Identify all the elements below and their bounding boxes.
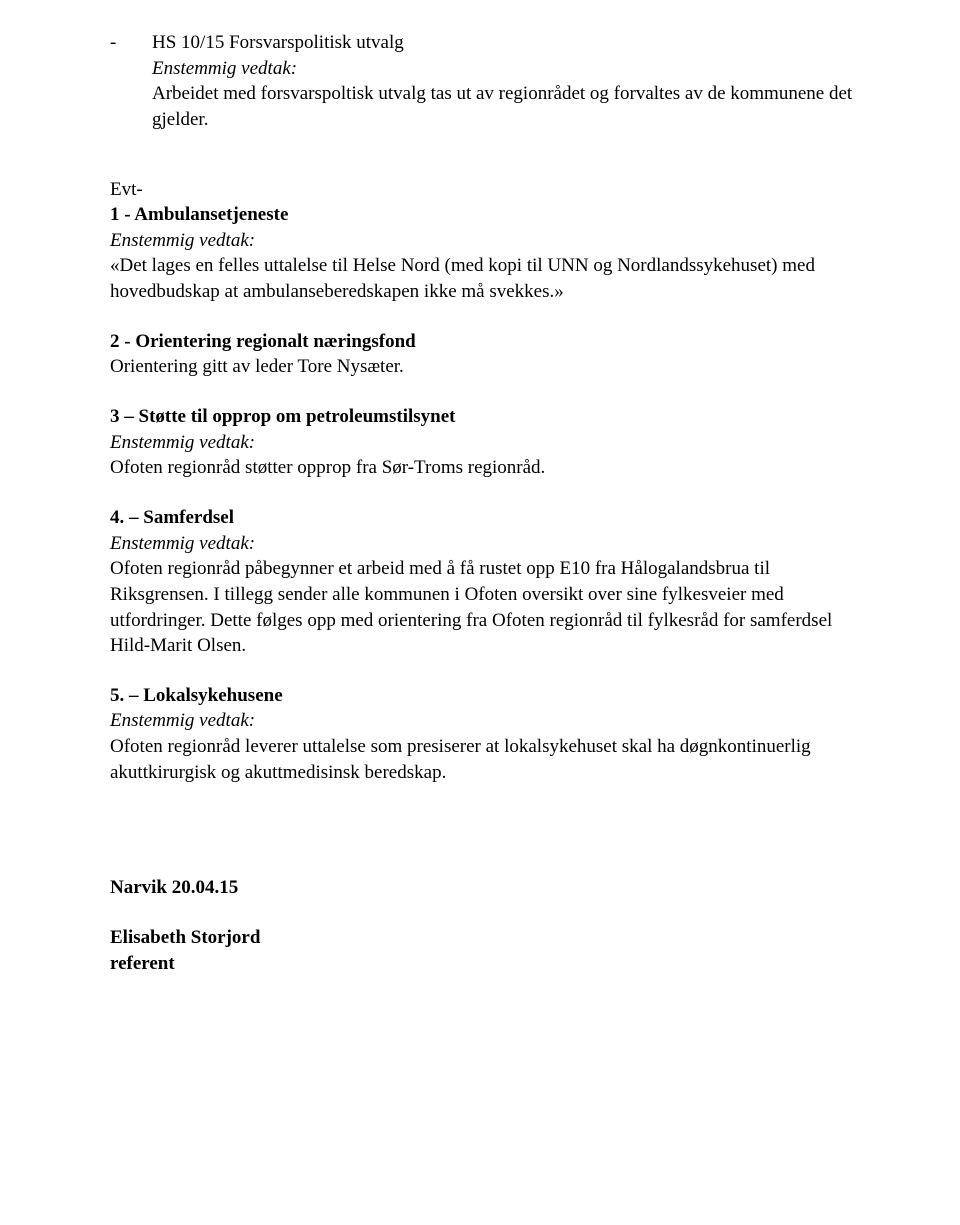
section-body: Ofoten regionråd støtter opprop fra Sør-… (110, 457, 545, 478)
bullet-item: - HS 10/15 Forsvarspolitisk utvalg Enste… (110, 30, 870, 133)
section-2: 2 - Orientering regionalt næringsfond Or… (110, 329, 870, 380)
bullet-dash: - (110, 30, 152, 133)
vedtak-label: Enstemmig vedtak: (110, 533, 255, 554)
section-heading: 1 - Ambulansetjeneste (110, 204, 288, 225)
section-body: Ofoten regionråd leverer uttalelse som p… (110, 736, 811, 783)
section-3: 3 – Støtte til opprop om petroleumstilsy… (110, 404, 870, 481)
section-body: «Det lages en felles uttalelse til Helse… (110, 255, 815, 302)
vedtak-label: Enstemmig vedtak: (110, 230, 255, 251)
section-1: 1 - Ambulansetjeneste Enstemmig vedtak: … (110, 202, 870, 305)
evt-heading: Evt- (110, 177, 870, 203)
document-page: - HS 10/15 Forsvarspolitisk utvalg Enste… (0, 0, 960, 1016)
section-5: 5. – Lokalsykehusene Enstemmig vedtak: O… (110, 683, 870, 786)
section-4: 4. – Samferdsel Enstemmig vedtak: Ofoten… (110, 505, 870, 659)
vedtak-label: Enstemmig vedtak: (110, 432, 255, 453)
vedtak-label: Enstemmig vedtak: (152, 58, 297, 79)
bullet-content: HS 10/15 Forsvarspolitisk utvalg Enstemm… (152, 30, 870, 133)
section-body: Orientering gitt av leder Tore Nysæter. (110, 356, 404, 377)
section-heading: 3 – Støtte til opprop om petroleumstilsy… (110, 406, 456, 427)
bullet-title: HS 10/15 Forsvarspolitisk utvalg (152, 32, 404, 53)
section-heading: 4. – Samferdsel (110, 507, 234, 528)
section-body: Ofoten regionråd påbegynner et arbeid me… (110, 558, 832, 656)
section-heading: 2 - Orientering regionalt næringsfond (110, 331, 416, 352)
signer-name: Elisabeth Storjord (110, 925, 870, 951)
signer-role: referent (110, 951, 870, 977)
bullet-body: Arbeidet med forsvarspoltisk utvalg tas … (152, 83, 852, 130)
vedtak-label: Enstemmig vedtak: (110, 710, 255, 731)
section-heading: 5. – Lokalsykehusene (110, 685, 283, 706)
place-date: Narvik 20.04.15 (110, 875, 870, 901)
